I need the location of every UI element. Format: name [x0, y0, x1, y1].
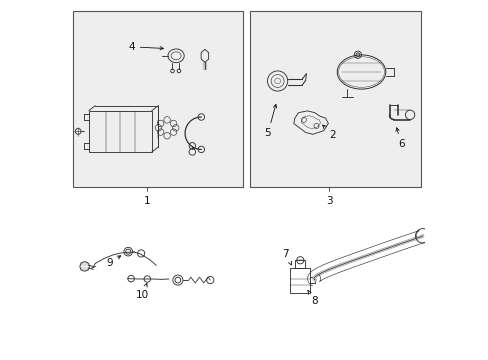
Text: 9: 9 [106, 256, 121, 268]
Text: 4: 4 [128, 42, 163, 52]
Bar [289, 268, 310, 293]
Text: 8: 8 [307, 291, 317, 306]
Bar [89, 111, 151, 152]
Text: 7: 7 [282, 249, 291, 265]
Text: 1: 1 [143, 196, 150, 206]
Bar [73, 11, 242, 187]
Bar [249, 11, 420, 187]
Text: 6: 6 [395, 128, 404, 149]
Text: 3: 3 [325, 196, 332, 206]
Bar [295, 260, 305, 268]
Text: 5: 5 [264, 104, 276, 138]
Text: 2: 2 [322, 125, 335, 140]
Text: 10: 10 [135, 283, 148, 300]
